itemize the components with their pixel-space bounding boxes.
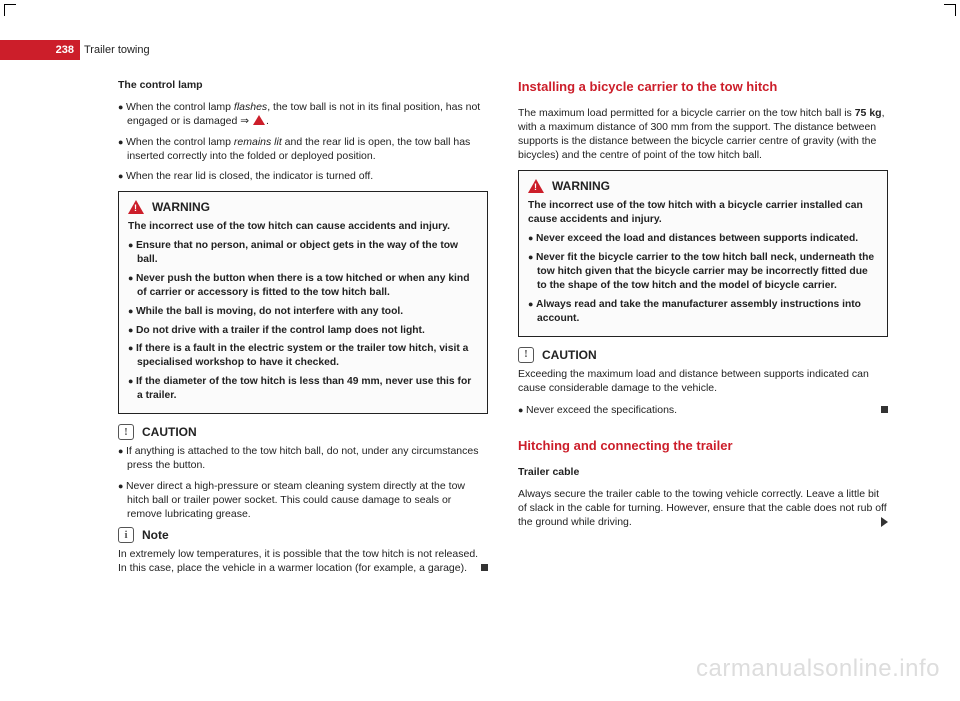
section-title: Installing a bicycle carrier to the tow … — [518, 78, 888, 96]
list-item: While the ball is moving, do not interfe… — [128, 305, 478, 319]
text-bold: 75 kg — [855, 107, 882, 119]
text-italic: flashes — [234, 101, 267, 113]
paragraph: Exceeding the maximum load and distance … — [518, 367, 888, 395]
list-item: When the control lamp remains lit and th… — [118, 135, 488, 163]
warning-intro: The incorrect use of the tow hitch can c… — [128, 220, 478, 234]
note-icon: i — [118, 527, 134, 543]
warning-heading: WARNING — [128, 199, 478, 215]
section-end-icon — [881, 406, 888, 413]
text: Always secure the trailer cable to the t… — [518, 488, 887, 528]
list-item: Never fit the bicycle carrier to the tow… — [528, 251, 878, 293]
list-item: Always read and take the manufacturer as… — [528, 298, 878, 326]
text: Never exceed the specifications. — [526, 404, 677, 416]
caution-heading: ! CAUTION — [118, 424, 488, 440]
warning-intro: The incorrect use of the tow hitch with … — [528, 199, 878, 227]
warning-box: WARNING The incorrect use of the tow hit… — [118, 191, 488, 414]
section-end-icon — [481, 564, 488, 571]
crop-mark — [4, 4, 16, 16]
list-item: If there is a fault in the electric syst… — [128, 342, 478, 370]
text: When the control lamp — [126, 136, 234, 148]
warning-icon — [128, 200, 144, 214]
control-lamp-title: The control lamp — [118, 78, 488, 92]
warning-icon — [528, 179, 544, 193]
list-item: Ensure that no person, animal or object … — [128, 239, 478, 267]
text: . — [266, 115, 269, 127]
note-label: Note — [142, 527, 169, 543]
list-item: Never exceed the load and distances betw… — [528, 232, 878, 246]
right-column: Installing a bicycle carrier to the tow … — [518, 78, 888, 576]
warning-label: WARNING — [152, 199, 210, 215]
page-header: Trailer towing — [84, 40, 150, 60]
list-item: Never exceed the specifications. — [518, 403, 888, 417]
section-title: Hitching and connecting the trailer — [518, 437, 888, 455]
list-item: If anything is attached to the tow hitch… — [118, 444, 488, 472]
list-item: Never push the button when there is a to… — [128, 272, 478, 300]
content-columns: The control lamp When the control lamp f… — [118, 78, 888, 576]
subheading: Trailer cable — [518, 465, 888, 479]
caution-icon: ! — [518, 347, 534, 363]
caution-label: CAUTION — [542, 347, 597, 363]
list-item: Do not drive with a trailer if the contr… — [128, 324, 478, 338]
list-item: When the rear lid is closed, the indicat… — [118, 169, 488, 183]
paragraph: Always secure the trailer cable to the t… — [518, 487, 888, 530]
warning-icon — [253, 115, 265, 125]
caution-label: CAUTION — [142, 424, 197, 440]
caution-icon: ! — [118, 424, 134, 440]
list-item: Never direct a high-pressure or steam cl… — [118, 479, 488, 522]
paragraph: The maximum load permitted for a bicycle… — [518, 106, 888, 163]
list-item: If the diameter of the tow hitch is less… — [128, 375, 478, 403]
text: When the control lamp — [126, 101, 234, 113]
left-column: The control lamp When the control lamp f… — [118, 78, 488, 576]
text-italic: remains lit — [234, 136, 282, 148]
list-item: When the control lamp flashes, the tow b… — [118, 100, 488, 128]
text: In extremely low temperatures, it is pos… — [118, 548, 478, 574]
warning-heading: WARNING — [528, 178, 878, 194]
page-number-tab: 238 — [0, 40, 80, 60]
text: The maximum load permitted for a bicycle… — [518, 107, 855, 119]
watermark: carmanualsonline.info — [696, 655, 940, 683]
warning-box: WARNING The incorrect use of the tow hit… — [518, 170, 888, 336]
caution-heading: ! CAUTION — [518, 347, 888, 363]
note-heading: i Note — [118, 527, 488, 543]
note-text: In extremely low temperatures, it is pos… — [118, 547, 488, 575]
warning-label: WARNING — [552, 178, 610, 194]
continues-icon — [881, 517, 888, 527]
crop-mark — [944, 4, 956, 16]
